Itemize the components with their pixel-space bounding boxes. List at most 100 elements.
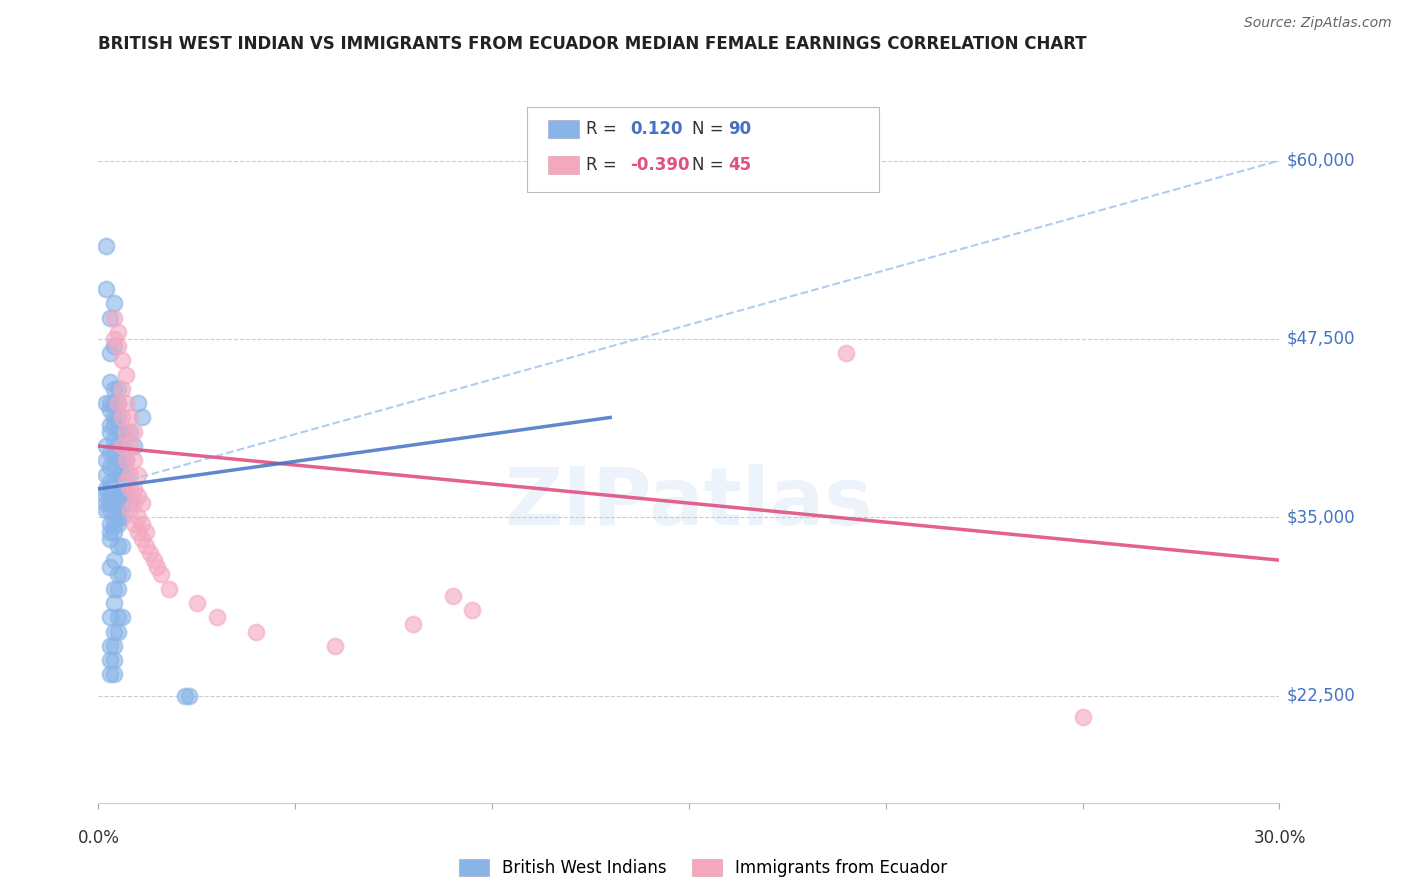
Point	[118, 482, 141, 496]
Point	[245, 624, 267, 639]
Point	[98, 560, 121, 574]
Point	[103, 667, 125, 681]
Text: N =: N =	[692, 120, 723, 138]
Point	[323, 639, 346, 653]
Point	[111, 539, 134, 553]
Point	[103, 339, 125, 353]
Text: R =: R =	[586, 120, 623, 138]
Point	[107, 425, 129, 439]
Point	[115, 482, 138, 496]
Point	[107, 517, 129, 532]
Point	[131, 410, 153, 425]
Point	[111, 567, 134, 582]
Point	[115, 453, 138, 467]
Point	[127, 396, 149, 410]
Point	[98, 425, 121, 439]
Point	[98, 496, 121, 510]
Text: 0.0%: 0.0%	[77, 829, 120, 847]
Point	[103, 524, 125, 539]
Point	[115, 425, 138, 439]
Point	[107, 624, 129, 639]
Text: N =: N =	[692, 156, 723, 174]
Point	[118, 425, 141, 439]
Point	[98, 532, 121, 546]
Text: $22,500: $22,500	[1286, 687, 1355, 705]
Point	[441, 589, 464, 603]
Point	[96, 239, 118, 253]
Point	[111, 439, 134, 453]
Point	[107, 489, 129, 503]
Point	[107, 339, 129, 353]
Point	[103, 510, 125, 524]
Point	[118, 467, 141, 482]
Point	[111, 610, 134, 624]
Point	[107, 325, 129, 339]
Point	[96, 482, 118, 496]
Point	[107, 510, 129, 524]
Point	[122, 496, 145, 510]
Point	[107, 410, 129, 425]
Text: 90: 90	[728, 120, 751, 138]
Point	[103, 653, 125, 667]
Point	[111, 439, 134, 453]
Point	[115, 475, 138, 489]
Text: 0.120: 0.120	[630, 120, 682, 138]
Point	[103, 432, 125, 446]
Point	[111, 510, 134, 524]
Point	[98, 610, 121, 624]
Point	[98, 460, 121, 475]
Point	[461, 603, 484, 617]
Point	[107, 382, 129, 396]
Point	[107, 610, 129, 624]
Point	[122, 482, 145, 496]
Point	[118, 503, 141, 517]
Point	[98, 375, 121, 389]
Point	[107, 467, 129, 482]
Point	[115, 368, 138, 382]
Point	[103, 489, 125, 503]
Point	[131, 496, 153, 510]
Point	[122, 425, 145, 439]
Point	[98, 417, 121, 432]
Point	[1071, 710, 1094, 724]
Point	[127, 510, 149, 524]
Text: Source: ZipAtlas.com: Source: ZipAtlas.com	[1244, 16, 1392, 29]
Point	[174, 689, 197, 703]
Point	[103, 482, 125, 496]
Point	[96, 496, 118, 510]
Point	[98, 489, 121, 503]
Point	[138, 546, 160, 560]
Point	[98, 475, 121, 489]
Point	[98, 346, 121, 360]
Point	[107, 396, 129, 410]
Point	[111, 496, 134, 510]
Point	[107, 567, 129, 582]
Point	[103, 460, 125, 475]
Point	[98, 667, 121, 681]
Point	[103, 417, 125, 432]
Point	[96, 467, 118, 482]
Point	[98, 482, 121, 496]
Point	[142, 553, 165, 567]
Point	[98, 653, 121, 667]
Legend: British West Indians, Immigrants from Ecuador: British West Indians, Immigrants from Ec…	[453, 852, 953, 884]
Point	[103, 410, 125, 425]
Point	[177, 689, 200, 703]
Point	[107, 482, 129, 496]
Point	[402, 617, 425, 632]
Text: $35,000: $35,000	[1286, 508, 1355, 526]
Point	[98, 503, 121, 517]
Point	[122, 439, 145, 453]
Point	[111, 410, 134, 425]
Point	[122, 453, 145, 467]
Point	[107, 475, 129, 489]
Point	[111, 353, 134, 368]
Point	[157, 582, 180, 596]
Point	[98, 524, 121, 539]
Point	[127, 467, 149, 482]
Point	[205, 610, 228, 624]
Point	[115, 453, 138, 467]
Point	[111, 482, 134, 496]
Point	[103, 624, 125, 639]
Point	[150, 567, 173, 582]
